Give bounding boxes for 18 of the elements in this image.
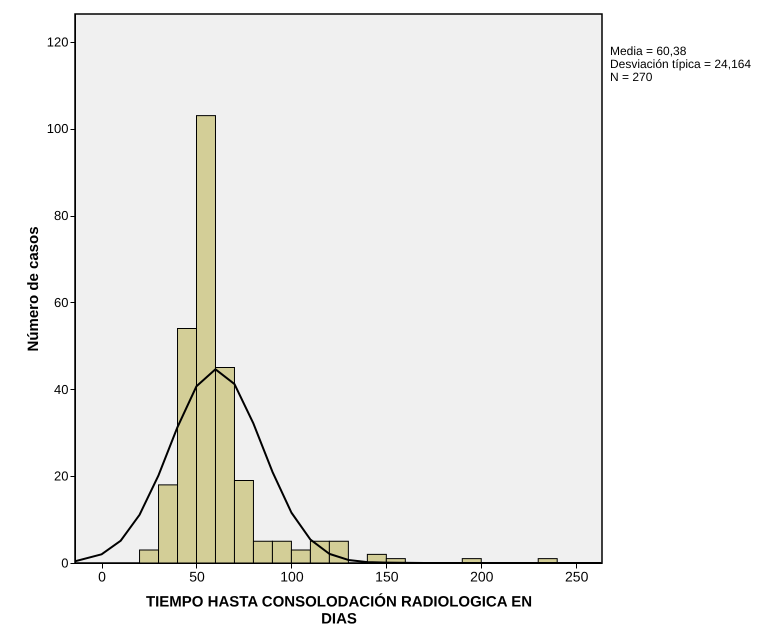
y-tick-label: 40: [54, 382, 68, 397]
x-axis-title: TIEMPO HASTA CONSOLODACIÓN RADIOLOGICA EN DIAS: [146, 592, 532, 628]
x-tick-label: 50: [189, 568, 205, 584]
x-tick-label: 250: [565, 568, 589, 584]
y-tick-label: 80: [54, 208, 68, 224]
y-tick-label: 120: [46, 34, 68, 50]
y-tick-label: 20: [54, 468, 68, 484]
text: Media = 60,38: [610, 44, 687, 58]
text: Desviación típica = 24,164: [610, 57, 752, 71]
y-tick-label: 60: [54, 294, 68, 310]
x-tick-label: 200: [470, 568, 494, 584]
y-axis-title: Número de casos: [24, 226, 42, 352]
x-tick-label: 0: [98, 568, 106, 584]
y-tick-label: 100: [46, 121, 68, 136]
text: N = 270: [610, 70, 653, 84]
x-tick-label: 150: [375, 568, 399, 584]
y-tick-label: 0: [61, 556, 68, 570]
x-tick-label: 100: [280, 568, 304, 584]
